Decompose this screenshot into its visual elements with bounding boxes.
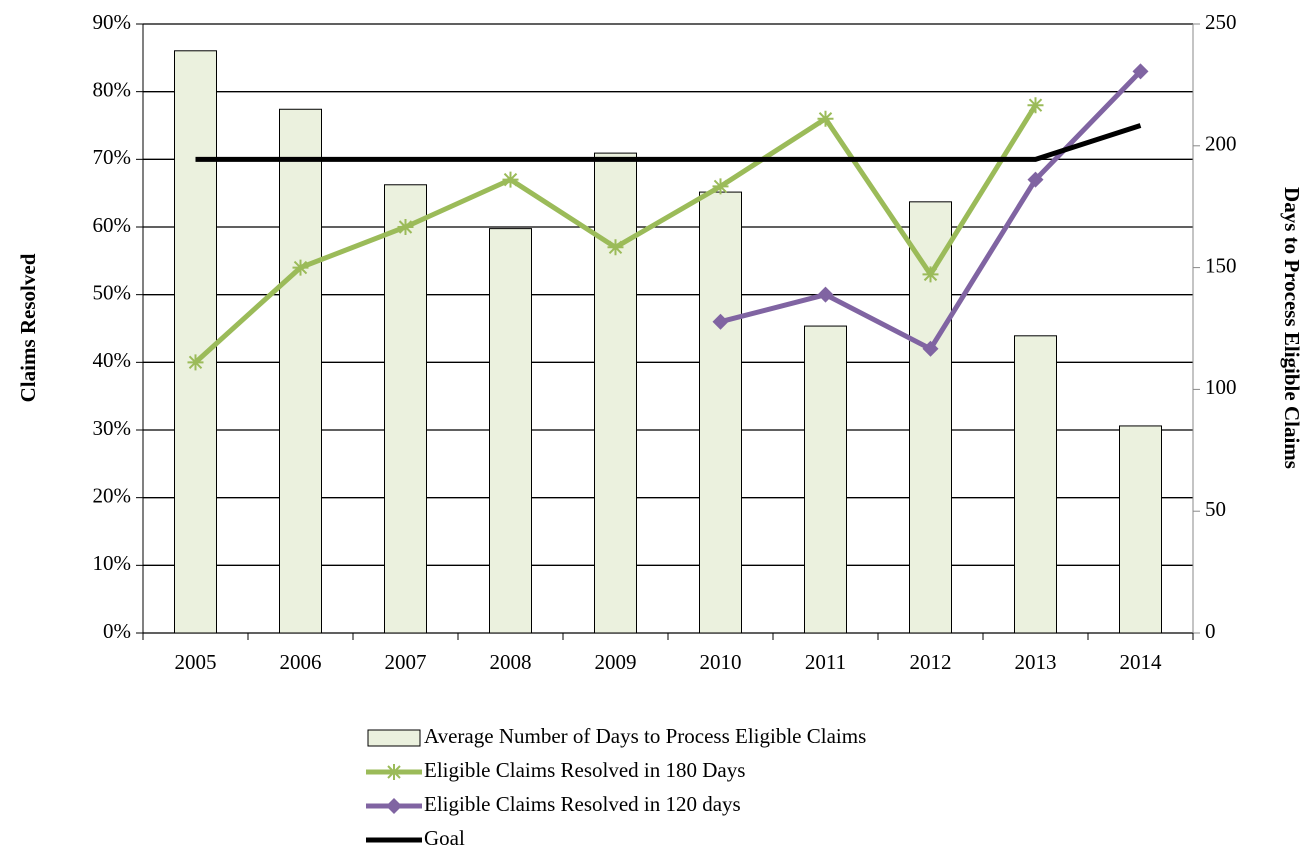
y-tick-label: 30% [93, 416, 132, 440]
y2-axis-title: Days to Process Eligible Claims [1280, 187, 1304, 469]
marker [397, 219, 414, 235]
marker [607, 239, 624, 256]
y2-tick-label: 250 [1205, 10, 1237, 34]
legend-label: Goal [424, 826, 465, 848]
marker [386, 764, 402, 780]
bar [1014, 335, 1057, 634]
y2-tick-label: 150 [1205, 253, 1237, 277]
x-tick-label: 2013 [1015, 650, 1057, 674]
bar [699, 191, 742, 634]
y-tick-label: 80% [93, 77, 132, 101]
marker [712, 313, 729, 330]
y-tick-label: 0% [103, 619, 131, 643]
y-tick-label: 10% [93, 551, 132, 575]
marker [817, 286, 834, 303]
marker [1027, 97, 1044, 114]
marker [712, 178, 729, 195]
bar [384, 184, 427, 634]
legend-label: Average Number of Days to Process Eligib… [424, 724, 866, 748]
y-tick-label: 50% [93, 280, 132, 304]
marker [386, 798, 402, 814]
marker [502, 171, 519, 188]
marker [1027, 171, 1044, 188]
y-tick-label: 70% [93, 145, 132, 169]
y-axis-title: Claims Resolved [16, 253, 40, 402]
y-tick-label: 40% [93, 348, 132, 372]
y2-tick-label: 0 [1205, 619, 1216, 643]
legend-label: Eligible Claims Resolved in 180 Days [424, 758, 745, 782]
bar [489, 228, 532, 634]
y2-tick-label: 200 [1205, 132, 1237, 156]
x-tick-label: 2008 [490, 650, 532, 674]
x-tick-label: 2007 [385, 650, 427, 674]
bar [279, 108, 322, 634]
bar [1119, 425, 1162, 634]
marker [1132, 63, 1149, 80]
marker [817, 110, 834, 127]
bar [594, 152, 637, 634]
line [195, 123, 1142, 162]
bar [174, 50, 217, 634]
x-tick-label: 2005 [175, 650, 217, 674]
y2-tick-label: 100 [1205, 375, 1237, 399]
x-tick-label: 2014 [1120, 650, 1163, 674]
y-tick-label: 60% [93, 213, 132, 237]
bar [804, 325, 847, 634]
y-tick-label: 90% [93, 10, 132, 34]
y2-tick-label: 50 [1205, 497, 1226, 521]
marker [292, 259, 309, 276]
x-tick-label: 2010 [700, 650, 742, 674]
legend-swatch [367, 729, 421, 747]
x-tick-label: 2006 [280, 650, 322, 674]
x-tick-label: 2012 [910, 650, 952, 674]
x-tick-label: 2009 [595, 650, 637, 674]
marker [922, 340, 939, 357]
legend-label: Eligible Claims Resolved in 120 days [424, 792, 741, 816]
marker [187, 354, 204, 371]
y-tick-label: 20% [93, 483, 132, 507]
marker [922, 266, 939, 283]
x-tick-label: 2011 [805, 650, 846, 674]
